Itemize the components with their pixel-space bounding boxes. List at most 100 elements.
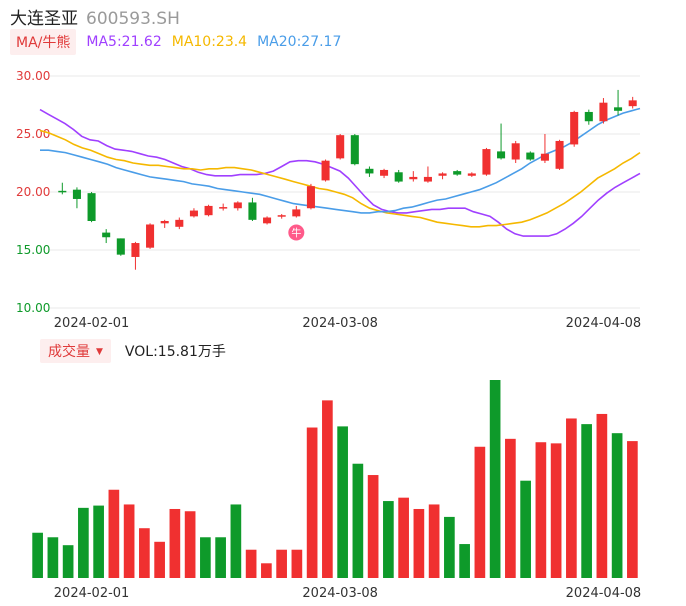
ma10-label: MA10:23.4 — [171, 34, 248, 50]
volume-bar — [306, 427, 318, 578]
bull-icon — [288, 224, 305, 241]
candle-body — [409, 176, 418, 180]
candle-body — [248, 202, 257, 220]
volume-bar — [261, 563, 272, 578]
volume-bar — [383, 501, 394, 578]
candle-body — [365, 168, 374, 174]
candle — [497, 123, 506, 160]
candle — [453, 169, 462, 176]
volume-x-tick-label: 2024-03-08 — [302, 586, 378, 601]
candle — [204, 204, 213, 217]
candle-body — [526, 152, 535, 160]
candle — [467, 172, 476, 177]
price-y-axis: 30.00 25.00 20.00 15.00 10.00 — [16, 69, 50, 315]
x-tick-label: 2024-02-01 — [54, 316, 130, 331]
volume-bar — [566, 418, 577, 578]
candle — [116, 238, 125, 256]
ma-toggle-button[interactable]: MA/牛熊 — [10, 29, 77, 55]
volume-bar — [32, 532, 43, 578]
volume-bar — [535, 442, 547, 578]
volume-bar — [245, 549, 257, 578]
volume-bar — [352, 463, 364, 578]
candle-body — [482, 149, 491, 175]
volume-x-tick-label: 2024-02-01 — [54, 586, 130, 601]
candle-body — [423, 176, 432, 182]
volume-bar — [627, 441, 638, 578]
caret-down-icon: ▼ — [96, 347, 103, 357]
candle — [438, 172, 447, 180]
candle-body — [511, 143, 520, 160]
x-tick-label: 2024-03-08 — [302, 316, 378, 331]
volume-bar — [489, 380, 501, 578]
candle — [540, 134, 549, 163]
volume-bar — [123, 504, 135, 578]
candle — [570, 110, 579, 147]
candle-body — [584, 111, 593, 122]
candle-body — [72, 189, 81, 199]
candle — [58, 182, 67, 195]
candle — [175, 217, 184, 230]
volume-bar — [139, 528, 150, 578]
volume-bar — [93, 505, 104, 578]
volume-bar — [413, 508, 425, 578]
volume-bar — [444, 516, 455, 578]
candle — [394, 169, 403, 183]
candle-body — [233, 202, 242, 209]
volume-toggle-button[interactable]: 成交量 ▼ — [40, 339, 111, 363]
candle-body — [292, 209, 301, 217]
candle — [365, 166, 374, 177]
candle-body — [336, 135, 345, 159]
candle-body — [467, 173, 476, 176]
candle — [350, 134, 359, 166]
candle-body — [204, 205, 213, 216]
volume-legend-row: 成交量 ▼ VOL:15.81万手 — [40, 339, 226, 363]
candle — [160, 219, 169, 228]
volume-bar — [611, 433, 623, 578]
volume-bar — [428, 504, 440, 578]
candle-body — [219, 207, 228, 209]
bull-marker[interactable]: 牛 — [288, 224, 305, 241]
volume-bar — [581, 424, 592, 578]
candle-body — [394, 172, 403, 182]
candle — [526, 151, 535, 161]
candle — [233, 201, 242, 211]
candle — [599, 98, 608, 124]
candle — [555, 139, 564, 170]
volume-bar — [200, 537, 211, 578]
volume-bar — [505, 438, 516, 578]
candle — [628, 96, 637, 109]
candle — [102, 229, 111, 244]
candle-body — [175, 219, 184, 227]
y-tick-label: 10.00 — [16, 301, 50, 315]
bull-marker-label: 牛 — [291, 227, 301, 240]
volume-bar — [276, 549, 287, 578]
candle — [146, 223, 155, 249]
candle-body — [438, 173, 447, 176]
candle-body — [263, 217, 272, 224]
candle-body — [497, 151, 506, 159]
candle-body — [306, 186, 315, 209]
ma-legend-row: MA/牛熊 MA5:21.62 MA10:23.4 MA20:27.17 — [10, 29, 341, 55]
ma20-line — [40, 107, 641, 214]
volume-bar — [154, 541, 165, 578]
volume-bar — [520, 480, 531, 578]
volume-bar — [184, 511, 196, 578]
volume-x-tick-label: 2024-04-08 — [566, 586, 642, 601]
candle — [423, 166, 432, 183]
volume-bar — [291, 549, 303, 578]
candle-body — [599, 102, 608, 122]
candle — [219, 203, 228, 211]
volume-x-axis: 2024-02-01 2024-03-08 2024-04-08 — [54, 586, 641, 601]
candle-body — [453, 171, 462, 175]
candle — [380, 168, 389, 179]
candle — [409, 171, 418, 182]
volume-bar — [474, 446, 486, 578]
ma5-label: MA5:21.62 — [86, 34, 162, 50]
candle-body — [58, 190, 67, 193]
volume-bar — [108, 489, 120, 578]
volume-bar — [596, 413, 608, 578]
candle — [292, 205, 301, 218]
price-grid — [50, 75, 640, 309]
candle-body — [570, 111, 579, 145]
